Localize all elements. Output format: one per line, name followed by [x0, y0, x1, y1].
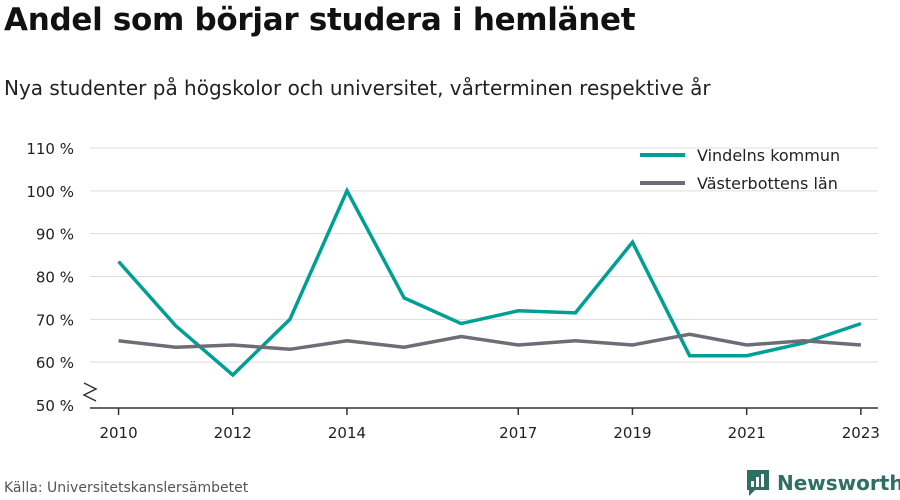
y-tick-label: 90 %	[36, 226, 74, 244]
newsworthy-logo-icon	[747, 470, 769, 496]
x-tick-label: 2012	[214, 424, 252, 442]
y-tick-label: 110 %	[26, 140, 74, 158]
legend: Vindelns kommun Västerbottens län	[640, 146, 840, 193]
chart-title: Andel som börjar studera i hemlänet	[4, 2, 636, 38]
legend-label: Vindelns kommun	[697, 146, 840, 165]
y-tick-label: 60 %	[36, 354, 74, 372]
x-tick-label: 2010	[99, 424, 137, 442]
source-note: Källa: Universitetskanslersämbetet	[4, 480, 249, 496]
x-tick-label: 2014	[328, 424, 366, 442]
y-tick-label: 70 %	[36, 311, 74, 329]
x-tick-label: 2017	[499, 424, 537, 442]
x-tick-label: 2019	[613, 424, 651, 442]
axis-break-icon	[82, 382, 98, 402]
chart-subtitle: Nya studenter på högskolor och universit…	[4, 76, 711, 100]
y-tick-label: 80 %	[36, 269, 74, 287]
y-tick-label: 50 %	[36, 397, 74, 415]
legend-label: Västerbottens län	[697, 174, 838, 193]
grid-lines	[90, 147, 878, 363]
series-lines	[117, 186, 862, 378]
series-line-0	[117, 186, 862, 378]
brand-logo[interactable]: Newsworthy	[745, 468, 900, 498]
y-tick-label: 100 %	[26, 183, 74, 201]
series-line-1	[118, 332, 862, 352]
axes: 50 % 60 % 70 % 80 % 90 % 100 % 110 % 2010 2012 20…	[26, 140, 880, 442]
line-chart: 50 % 60 % 70 % 80 % 90 % 100 % 110 % 2010 2012 20…	[26, 140, 880, 442]
x-tick-label: 2021	[728, 424, 766, 442]
x-tick-label: 2023	[842, 424, 880, 442]
brand-name: Newsworthy	[777, 471, 900, 495]
